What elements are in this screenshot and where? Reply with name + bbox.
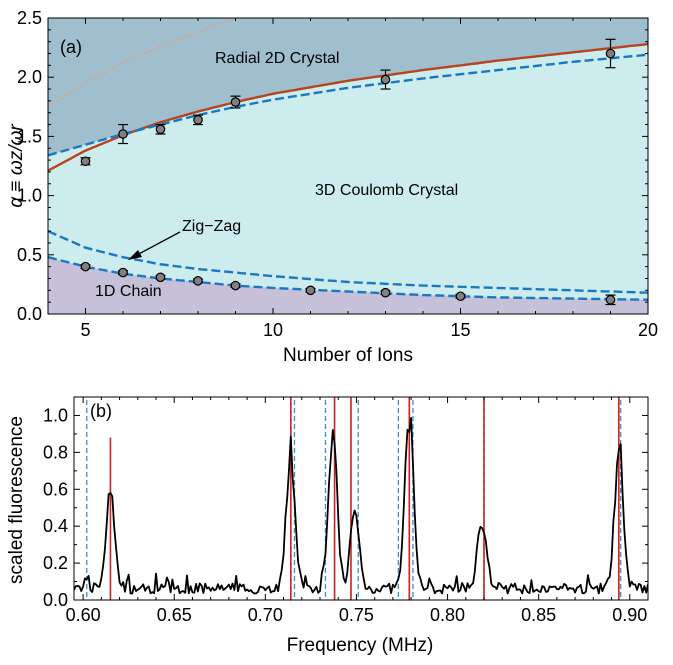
panel-a: 5 10 15 20 0.0 0.5 1.0 1.5 2.0 2.5 (a) Radial 2D … bbox=[6, 8, 658, 366]
data-point bbox=[605, 294, 616, 305]
x-tick-label: 0.70 bbox=[248, 605, 283, 625]
panel-b-frame bbox=[73, 396, 649, 601]
panel-b: 0.60 0.65 0.70 0.75 0.80 0.85 0.90 0.0 0.2 0.4 0.6… bbox=[6, 396, 649, 656]
dashed-zigzag-curve bbox=[48, 230, 648, 294]
y-tick-label: 2.0 bbox=[17, 67, 42, 87]
y-tick-label: 0.6 bbox=[43, 479, 68, 499]
y-tick-label: 1.0 bbox=[43, 405, 68, 425]
dotted-curve bbox=[48, 18, 236, 108]
dashed-upper-curve bbox=[48, 53, 648, 157]
data-point bbox=[230, 280, 241, 291]
data-point bbox=[118, 267, 128, 278]
panel-a-xlabel: Number of Ions bbox=[283, 345, 413, 366]
x-tick-label: 0.65 bbox=[157, 605, 192, 625]
region-radial-2d-crystal bbox=[48, 18, 648, 156]
data-point bbox=[193, 115, 203, 125]
x-tick-label: 5 bbox=[80, 320, 90, 340]
y-tick-label: 0.8 bbox=[43, 442, 68, 462]
panel-b-reference-lines bbox=[86, 397, 622, 600]
y-tick-label: 2.5 bbox=[17, 8, 42, 28]
data-point bbox=[118, 129, 128, 139]
panel-a-markers bbox=[80, 38, 616, 306]
label-zig-zag: Zig−Zag bbox=[182, 218, 241, 235]
x-tick-label: 10 bbox=[263, 320, 283, 340]
data-point bbox=[305, 285, 316, 296]
data-point bbox=[193, 276, 203, 286]
panel-a-ticks: 5 10 15 20 0.0 0.5 1.0 1.5 2.0 2.5 bbox=[17, 8, 658, 340]
y-tick-label: 0.4 bbox=[43, 516, 68, 536]
x-tick-label: 0.60 bbox=[66, 605, 101, 625]
panel-a-label: (a) bbox=[60, 37, 82, 57]
panel-b-ticks: 0.60 0.65 0.70 0.75 0.80 0.85 0.90 0.0 0.2 0.4 0.6… bbox=[43, 396, 648, 625]
y-tick-label: 0.0 bbox=[43, 590, 68, 610]
panel-b-plot-area bbox=[74, 397, 648, 600]
data-point bbox=[80, 156, 91, 167]
y-tick-label: 0.2 bbox=[43, 553, 68, 573]
data-point bbox=[455, 291, 466, 302]
zig-zag-arrow bbox=[128, 231, 181, 260]
data-point bbox=[155, 272, 166, 283]
data-point bbox=[230, 97, 241, 107]
region-1d-chain bbox=[48, 257, 648, 314]
data-point bbox=[380, 74, 391, 85]
panel-b-xlabel: Frequency (MHz) bbox=[287, 635, 434, 656]
data-point bbox=[380, 287, 391, 298]
label-1d-chain: 1D Chain bbox=[95, 283, 162, 300]
panel-a-ylabel: α ≡ ωz/ωr bbox=[6, 124, 27, 208]
data-point bbox=[155, 124, 166, 135]
x-tick-label: 15 bbox=[450, 320, 470, 340]
label-3d-coulomb-crystal: 3D Coulomb Crystal bbox=[315, 182, 458, 199]
y-tick-label: 0.5 bbox=[17, 245, 42, 265]
y-tick-label: 0.0 bbox=[17, 304, 42, 324]
fluorescence-spectrum bbox=[74, 417, 648, 595]
solid-boundary-curve bbox=[48, 42, 648, 172]
x-tick-label: 0.90 bbox=[612, 605, 647, 625]
dashed-lower-curve bbox=[48, 256, 648, 301]
panel-b-label: (b) bbox=[90, 401, 112, 421]
x-tick-label: 0.80 bbox=[430, 605, 465, 625]
y-tick-label: 1.0 bbox=[17, 186, 42, 206]
x-tick-label: 0.85 bbox=[521, 605, 556, 625]
panel-a-lines bbox=[48, 18, 648, 301]
panel-a-plot-area bbox=[48, 18, 648, 314]
x-tick-label: 20 bbox=[638, 320, 658, 340]
y-tick-label: 1.5 bbox=[17, 126, 42, 146]
x-tick-label: 0.75 bbox=[339, 605, 374, 625]
data-point bbox=[80, 261, 91, 272]
panel-b-ylabel: scaled fluorescence bbox=[6, 416, 27, 584]
label-radial-2d-crystal: Radial 2D Crystal bbox=[215, 50, 339, 67]
data-point bbox=[605, 48, 616, 59]
